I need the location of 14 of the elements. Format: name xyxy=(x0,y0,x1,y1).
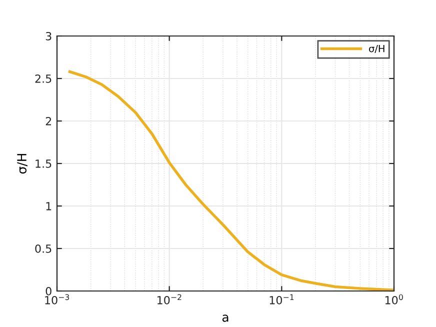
x-tick-label: 10$^{0}$ xyxy=(385,294,403,304)
y-tick-label: 1.5 xyxy=(36,160,52,168)
y-axis-title: σ/H xyxy=(17,154,28,174)
y-tick-label: 0.5 xyxy=(35,244,52,253)
y-tick-label: 1 xyxy=(46,202,52,210)
x-axis-title: a xyxy=(222,314,228,322)
y-tick-label: 0 xyxy=(46,286,52,296)
y-tick-label: 3 xyxy=(46,32,52,40)
y-tick-label: 2.5 xyxy=(35,74,52,83)
x-tick-label: 10$^{−3}$ xyxy=(45,294,70,304)
x-tick-label: 10$^{−1}$ xyxy=(270,294,294,304)
x-tick-label: 10$^{−2}$ xyxy=(158,294,182,304)
y-tick-label: 2 xyxy=(46,116,52,126)
legend-label: σ/H xyxy=(369,45,384,54)
